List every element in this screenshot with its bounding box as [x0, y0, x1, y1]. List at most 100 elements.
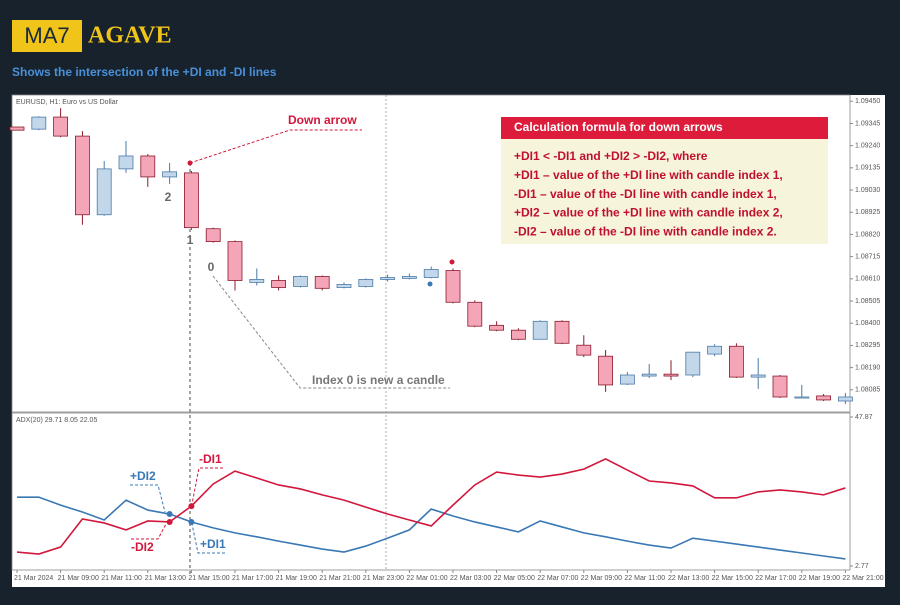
candle-body: [227, 241, 243, 281]
y-tick-label: 1.08820: [855, 231, 880, 238]
cross-point: [166, 518, 173, 525]
di-pointer: [131, 523, 167, 540]
candle-body: [75, 135, 90, 216]
y-tick-label: 1.08190: [855, 364, 880, 371]
di-label: +DI1: [200, 537, 226, 551]
logo-box: [12, 20, 82, 52]
index-pointer: [212, 275, 450, 389]
candle-body: [445, 270, 461, 303]
cross-point: [188, 518, 195, 525]
y-tick-label: 1.08295: [855, 342, 880, 349]
candle-body: [314, 276, 330, 289]
x-tick-label: 21 Mar 2024: [14, 575, 53, 582]
callout-lines: +DI1 < -DI1 and +DI2 > -DI2, where +DI1 –…: [514, 149, 783, 238]
candle-body: [249, 279, 265, 283]
di-label: +DI2: [130, 469, 156, 483]
annotation: 0: [208, 260, 215, 274]
candle-body: [140, 155, 156, 178]
y-tick-label: 1.08085: [855, 387, 880, 394]
x-tick-label: 21 Mar 19:00: [276, 575, 317, 582]
annotation: Down arrow: [288, 113, 357, 127]
candle-body: [576, 344, 592, 356]
x-tick-label: 22 Mar 05:00: [494, 575, 535, 582]
di-line: [17, 496, 846, 560]
x-tick-label: 22 Mar 15:00: [712, 575, 753, 582]
di-pointer: [191, 523, 225, 554]
candle-body: [620, 374, 635, 385]
candle-body: [292, 276, 308, 287]
callout-line: +DI1 < -DI1 and +DI2 > -DI2, where: [514, 149, 708, 163]
candle-body: [118, 155, 134, 170]
x-tick-label: 21 Mar 15:00: [188, 575, 229, 582]
di-line: [16, 457, 846, 555]
price-title: EURUSD, H1: Euro vs US Dollar: [16, 99, 119, 106]
callout-line: -DI1 – value of the -DI line with candle…: [514, 187, 777, 201]
x-tick-label: 22 Mar 01:00: [406, 575, 447, 582]
candle-body: [96, 168, 112, 216]
di-label: -DI1: [199, 452, 222, 466]
candle-body: [729, 345, 744, 378]
candle-body: [794, 396, 810, 399]
candle-body: [685, 351, 701, 376]
price-panel: [11, 94, 851, 413]
y-tick-label: 1.08505: [855, 298, 880, 305]
x-tick-label: 22 Mar 03:00: [450, 575, 491, 582]
di-pointer: [191, 467, 223, 505]
subtitle: Shows the intersection of the +DI and -D…: [12, 65, 277, 79]
x-tick-label: 21 Mar 23:00: [363, 575, 404, 582]
candle-body: [598, 355, 613, 386]
x-tick-label: 21 Mar 11:00: [101, 575, 142, 582]
di-label: -DI2: [131, 540, 154, 554]
candle-body: [838, 396, 853, 402]
down-arrow-pointer: [189, 129, 362, 164]
logo-text: AGAVE: [88, 23, 172, 49]
x-tick-label: 22 Mar 21:00: [842, 575, 883, 582]
candle-body: [423, 269, 439, 278]
signal-dot: [449, 259, 455, 265]
x-tick-label: 22 Mar 13:00: [668, 575, 709, 582]
callout-line: -DI2 – value of the -DI line with candle…: [514, 224, 777, 238]
candle-body: [31, 116, 47, 130]
candle-body: [358, 279, 374, 287]
candle-body: [489, 324, 505, 331]
candle-body: [9, 126, 25, 131]
y-tick-label: 1.09240: [855, 142, 880, 149]
x-tick-label: 21 Mar 21:00: [319, 575, 360, 582]
candle-body: [162, 171, 178, 178]
y-tick-label: 1.09030: [855, 187, 880, 194]
x-tick-label: 21 Mar 13:00: [145, 575, 186, 582]
annotation: 2: [165, 190, 172, 204]
annotation: 1: [187, 233, 194, 247]
x-tick-label: 22 Mar 07:00: [537, 575, 578, 582]
x-tick-label: 22 Mar 11:00: [624, 575, 665, 582]
cross-point: [188, 503, 195, 510]
candle-body: [336, 284, 352, 288]
x-tick-label: 22 Mar 19:00: [799, 575, 840, 582]
x-tick-label: 22 Mar 09:00: [581, 575, 622, 582]
y-tick-label: 1.09345: [855, 120, 880, 127]
candle-body: [816, 395, 831, 401]
y-tick-label: 47.87: [855, 414, 873, 421]
candle-body: [467, 301, 483, 327]
signal-dot: [187, 160, 193, 166]
candle-body: [750, 374, 766, 378]
candle-body: [641, 373, 657, 377]
y-tick-label: 2.77: [855, 563, 869, 570]
y-tick-label: 1.08400: [855, 320, 880, 327]
callout-line: +DI2 – value of the +DI line with candle…: [514, 206, 783, 220]
y-tick-label: 1.09450: [855, 98, 880, 105]
candle-body: [53, 116, 68, 137]
indicator-panel: [11, 412, 851, 571]
x-tick-label: 21 Mar 09:00: [58, 575, 99, 582]
candle-body: [663, 373, 679, 377]
logo-box-text: MA7: [24, 23, 69, 48]
x-tick-label: 22 Mar 17:00: [755, 575, 796, 582]
candle-body: [380, 277, 396, 280]
callout-line: +DI1 – value of the +DI line with candle…: [514, 168, 783, 182]
candle-body: [271, 280, 287, 288]
y-tick-label: 1.08925: [855, 209, 880, 216]
signal-dot: [427, 281, 433, 287]
y-tick-label: 1.08610: [855, 276, 880, 283]
candle-body: [205, 228, 221, 243]
candle-body: [554, 320, 570, 344]
